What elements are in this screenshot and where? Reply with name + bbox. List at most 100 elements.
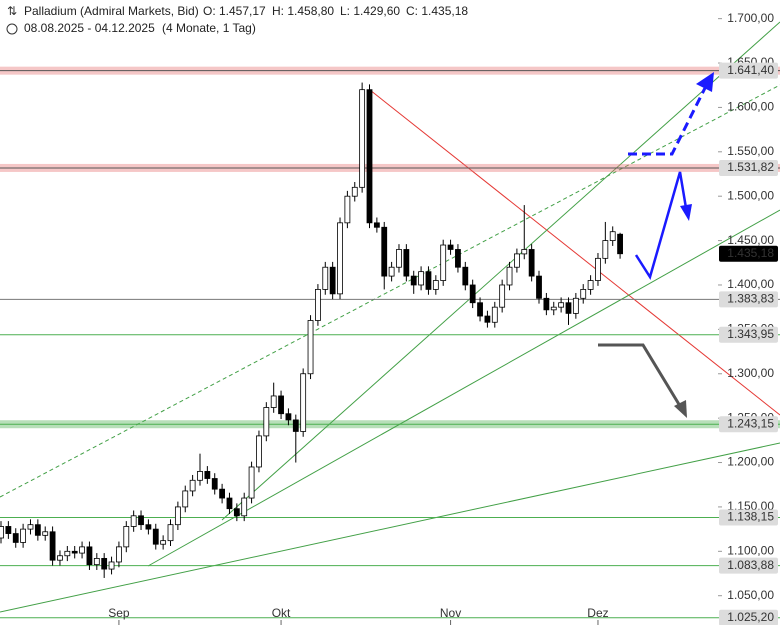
candle-body <box>410 275 417 286</box>
candle-body <box>514 253 520 268</box>
y-tick-label: 1.300,00 <box>727 366 774 380</box>
trend-line <box>369 89 780 416</box>
level-tag <box>719 509 778 526</box>
candle-body <box>145 524 152 530</box>
candle-body <box>447 244 454 250</box>
ohlc-open: O: 1.457,17 <box>203 4 266 18</box>
candle-body <box>315 289 321 321</box>
candle-body <box>182 490 189 508</box>
candle-body <box>167 524 174 542</box>
ohlc-close: C: 1.435,18 <box>406 4 468 18</box>
candle-body <box>425 271 432 290</box>
symbol: Palladium (Admiral Markets, Bid) <box>24 4 199 18</box>
level-tag <box>719 62 778 79</box>
candle-body <box>565 302 572 314</box>
candle-body <box>27 524 34 530</box>
level-tag <box>719 609 778 626</box>
x-tick-label: Dez <box>587 606 608 620</box>
arrows <box>598 72 714 418</box>
arrow <box>628 81 710 156</box>
y-tick-label: 1.550,00 <box>727 144 774 158</box>
candle-body <box>580 289 587 299</box>
candles <box>0 82 623 578</box>
arrow-head <box>680 204 692 221</box>
trend-line <box>221 21 780 521</box>
candle-body <box>108 561 115 570</box>
candle-body <box>373 222 380 228</box>
candle-body <box>189 479 196 492</box>
x-tick-label: Nov <box>440 606 461 620</box>
candle-body <box>34 524 41 536</box>
level-tag <box>719 291 778 308</box>
candle-body <box>351 186 358 197</box>
candle-body <box>57 555 63 561</box>
y-tick-label: 1.200,00 <box>727 455 774 469</box>
ohlc-low: L: 1.429,60 <box>340 4 400 18</box>
candle-body <box>418 271 424 286</box>
x-tick-label: Okt <box>272 606 291 620</box>
y-tick-label: 1.100,00 <box>727 543 774 557</box>
candle-body <box>403 249 410 277</box>
candle-body <box>550 306 557 311</box>
candle-body <box>521 249 528 255</box>
trend-line <box>0 84 780 498</box>
candle-body <box>595 257 601 281</box>
level-tag <box>719 416 778 433</box>
candle-body <box>116 546 122 563</box>
y-tick-label: 1.050,00 <box>727 588 774 602</box>
price-tags: 1.641,40 1.531,82 1.383,83 1.343,95 1.243,15… <box>719 62 778 626</box>
candle-body <box>366 89 373 224</box>
y-tick-label: 1.400,00 <box>727 277 774 291</box>
x-tick-label: Sep <box>108 606 130 620</box>
candle-body <box>130 515 137 527</box>
candle-body <box>79 546 85 554</box>
arrow <box>598 343 682 407</box>
candle-body <box>609 231 616 241</box>
clock-icon <box>6 23 18 35</box>
candle-body <box>152 528 159 545</box>
candle-body <box>440 244 447 281</box>
candle-body <box>256 435 262 468</box>
level-tag <box>719 159 778 176</box>
candle-body <box>572 297 579 314</box>
candle-body <box>543 297 550 311</box>
candle-body <box>528 249 535 277</box>
candle-body <box>211 478 218 490</box>
candle-body <box>241 497 248 517</box>
date-span: (4 Monate, 1 Tag) <box>162 21 256 35</box>
level-tag-label: 1.243,15 <box>727 416 774 430</box>
candle-body <box>49 531 56 561</box>
candle-body <box>219 488 226 499</box>
chart-icon: ⇅ <box>7 4 17 18</box>
arrow <box>634 171 688 281</box>
candle-body <box>587 280 594 290</box>
candle-body <box>307 320 314 375</box>
candle-body <box>337 222 343 295</box>
last-price-label: 1.435,18 <box>727 246 774 260</box>
candle-body <box>233 508 240 517</box>
candle-body <box>359 89 366 188</box>
header: ⇅ Palladium (Admiral Markets, Bid) O: 1.… <box>6 4 468 35</box>
candle-body <box>270 395 277 408</box>
arrow-head <box>696 72 714 92</box>
candle-body <box>71 550 78 554</box>
candle-body <box>536 275 542 299</box>
candle-body <box>263 407 270 437</box>
trend-lines <box>0 21 780 613</box>
candle-body <box>5 526 12 534</box>
candle-body <box>285 413 292 421</box>
candle-body <box>462 266 469 286</box>
y-tick-label: 1.450,00 <box>727 233 774 247</box>
candle-body <box>469 284 476 304</box>
candle-body <box>484 315 491 323</box>
candle-body <box>174 506 181 526</box>
candle-body <box>226 497 233 510</box>
level-tag <box>719 557 778 574</box>
level-tag-label: 1.138,15 <box>727 510 774 524</box>
date-range: 08.08.2025 - 04.12.2025 <box>24 21 155 35</box>
candle-body <box>396 249 402 268</box>
arrow-head <box>674 400 687 418</box>
candle-body <box>86 546 93 566</box>
level-tag-label: 1.641,40 <box>727 63 774 77</box>
y-tick-label: 1.700,00 <box>727 11 774 25</box>
